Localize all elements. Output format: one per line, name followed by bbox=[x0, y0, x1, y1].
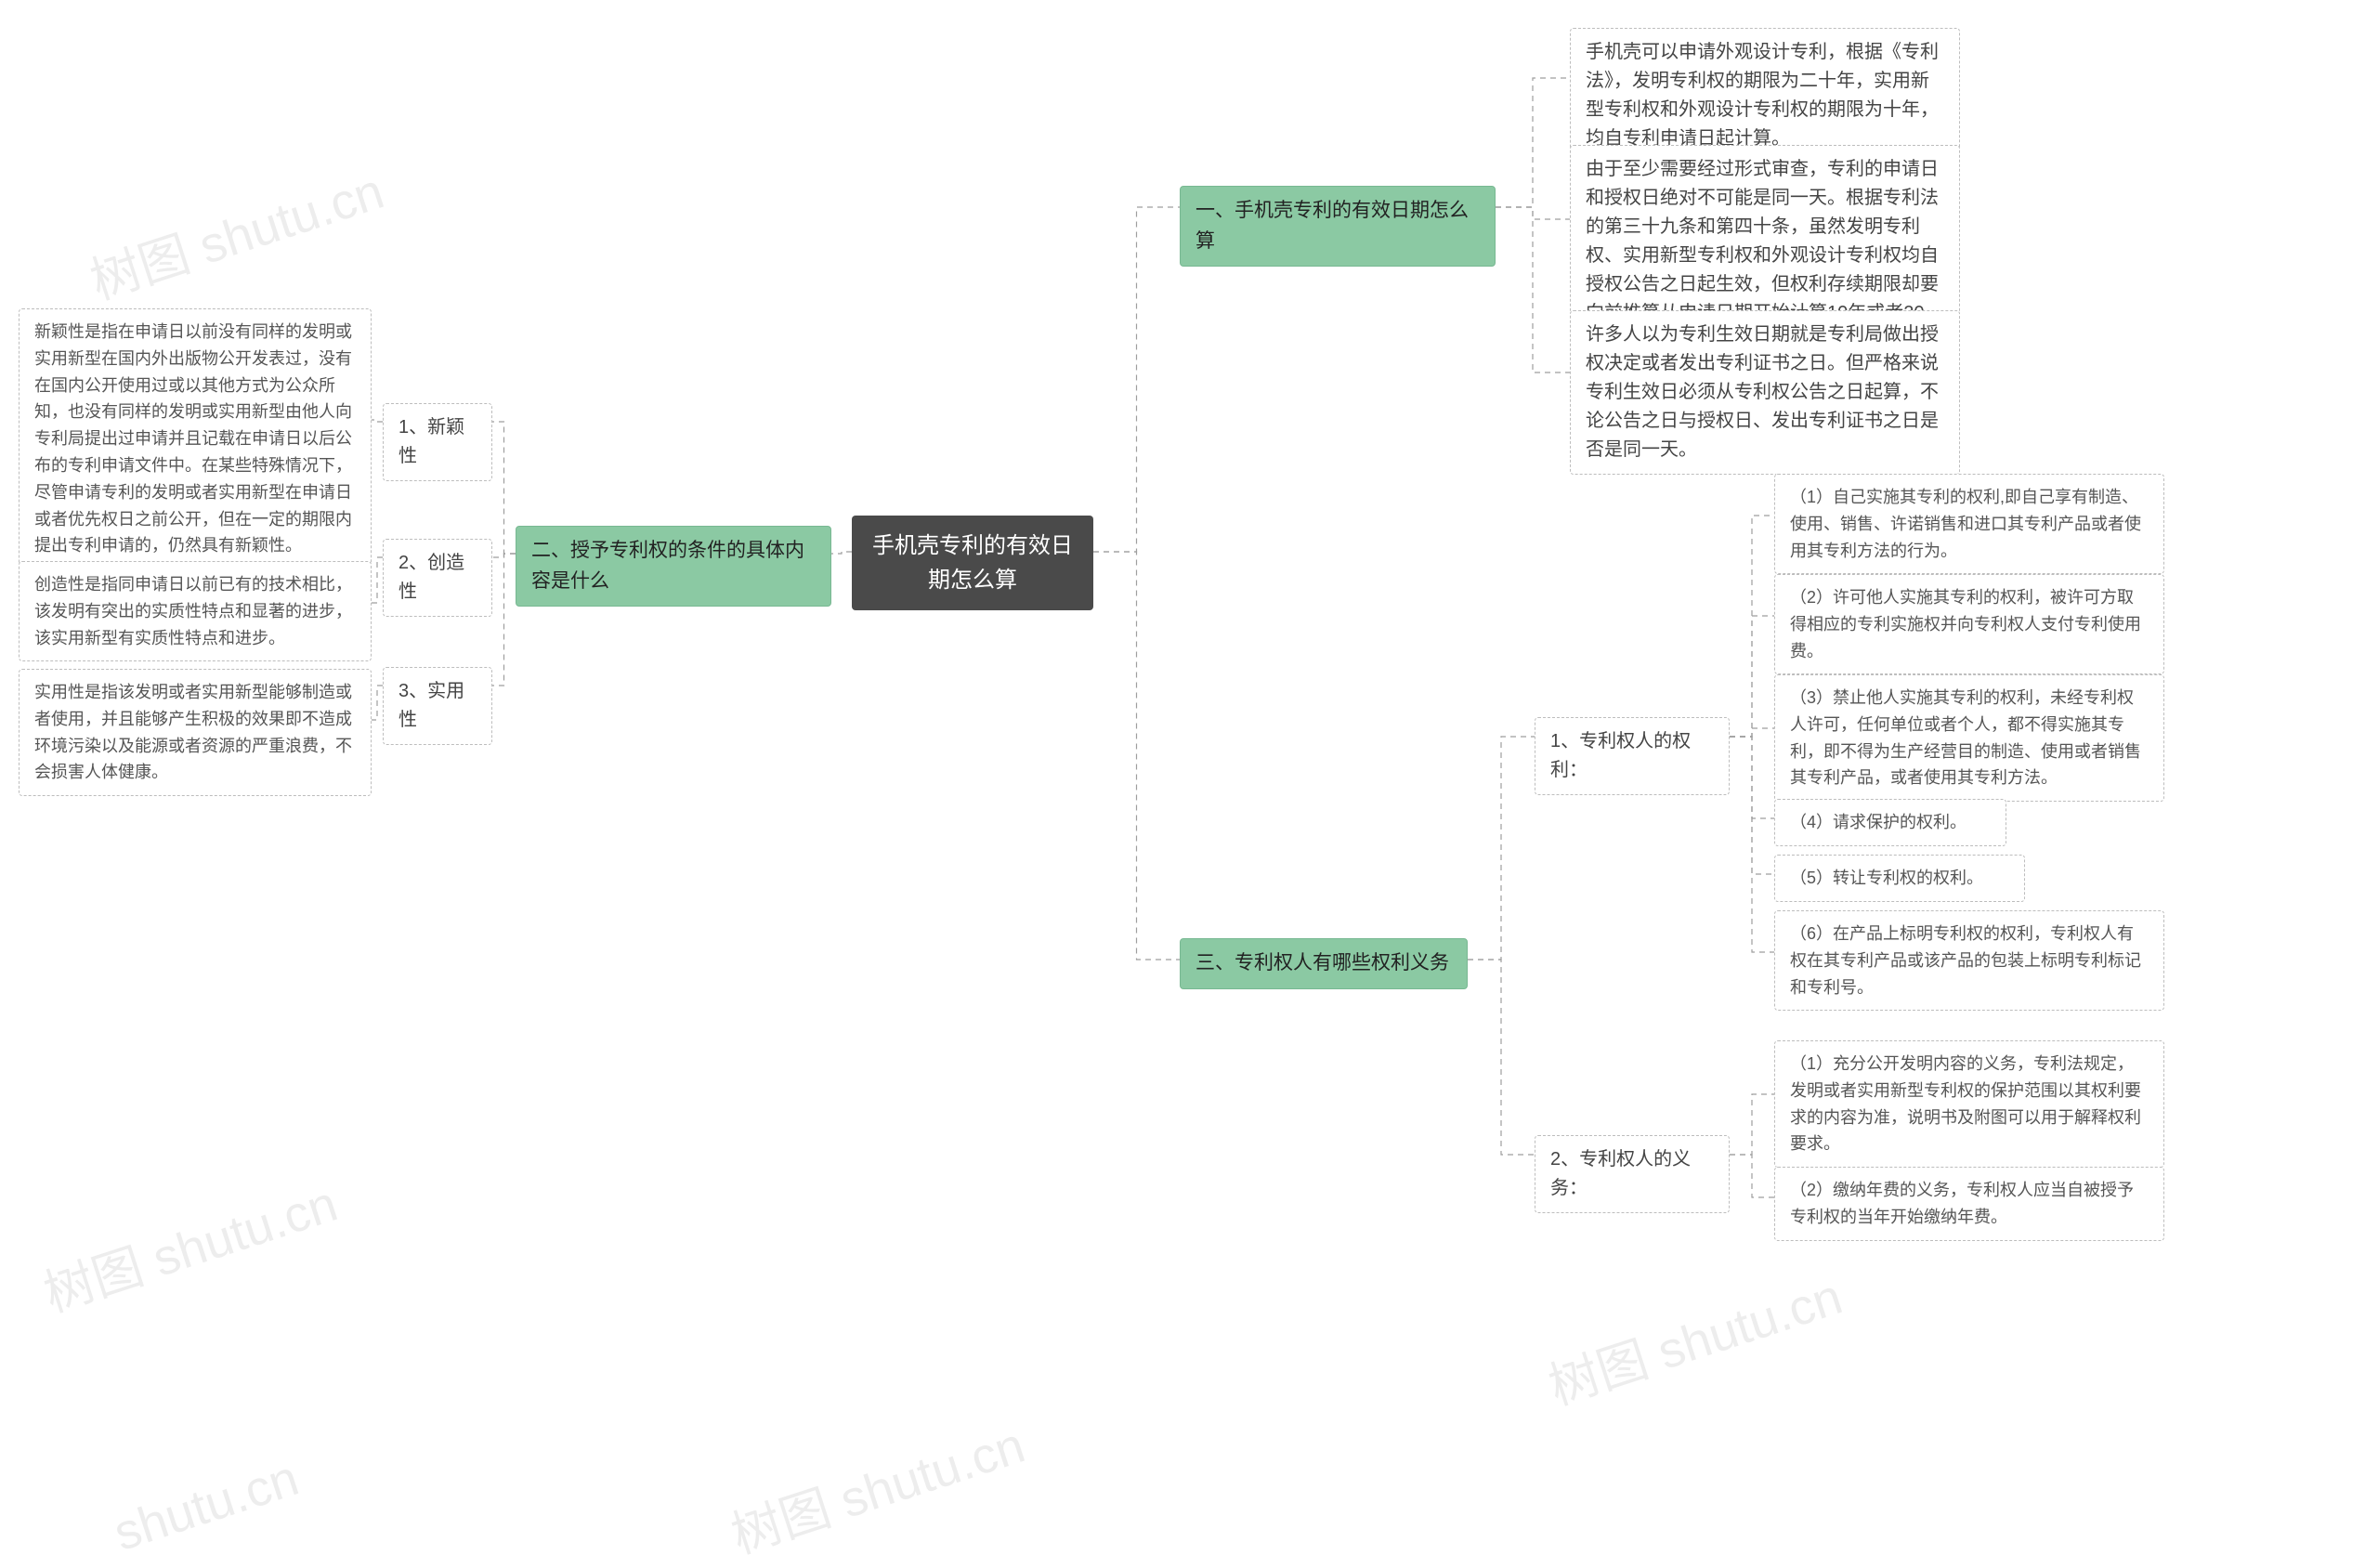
connector bbox=[492, 422, 516, 554]
connector bbox=[1468, 960, 1535, 1155]
watermark: 树图 shutu.cn bbox=[80, 150, 392, 313]
leaf-node: （1）充分公开发明内容的义务，专利法规定，发明或者实用新型专利权的保护范围以其权… bbox=[1774, 1040, 2164, 1168]
watermark: 树图 shutu.cn bbox=[1538, 1255, 1850, 1418]
root-label: 手机壳专利的有效日期怎么算 bbox=[872, 533, 1073, 593]
connector bbox=[1730, 737, 1774, 874]
leaf-node: （4）请求保护的权利。 bbox=[1774, 799, 2006, 846]
connector bbox=[1496, 78, 1570, 207]
connector bbox=[1730, 1094, 1774, 1155]
watermark: 树图 shutu.cn bbox=[721, 1404, 1033, 1567]
sub-node: 2、专利权人的义务： bbox=[1535, 1135, 1730, 1213]
branch-node: 三、专利权人有哪些权利义务 bbox=[1180, 938, 1468, 989]
connector bbox=[372, 420, 383, 422]
leaf-node: （3）禁止他人实施其专利的权利，未经专利权人许可，任何单位或者个人，都不得实施其… bbox=[1774, 674, 2164, 802]
connector bbox=[1730, 728, 1774, 737]
connector bbox=[1496, 207, 1570, 372]
leaf-node: （1）自己实施其专利的权利,即自己享有制造、使用、销售、许诺销售和进口其专利产品… bbox=[1774, 474, 2164, 574]
sub-node: 1、新颖性 bbox=[383, 403, 492, 481]
watermark: 树图 shutu.cn bbox=[33, 1162, 346, 1326]
connector bbox=[1730, 516, 1774, 737]
connector bbox=[492, 554, 516, 686]
connector bbox=[372, 557, 383, 603]
sub-node: 1、专利权人的权利： bbox=[1535, 717, 1730, 795]
sub-node: 许多人以为专利生效日期就是专利局做出授权决定或者发出专利证书之日。但严格来说专利… bbox=[1570, 310, 1960, 475]
connector bbox=[1730, 737, 1774, 952]
leaf-node: （6）在产品上标明专利权的权利，专利权人有权在其专利产品或该产品的包装上标明专利… bbox=[1774, 910, 2164, 1011]
connector bbox=[1730, 616, 1774, 737]
connector bbox=[1730, 1155, 1774, 1197]
leaf-node: 新颖性是指在申请日以前没有同样的发明或实用新型在国内外出版物公开发表过，没有在国… bbox=[19, 308, 372, 569]
connector bbox=[1730, 737, 1774, 818]
leaf-node: 实用性是指该发明或者实用新型能够制造或者使用，并且能够产生积极的效果即不造成环境… bbox=[19, 669, 372, 796]
branch-node: 二、授予专利权的条件的具体内容是什么 bbox=[516, 526, 831, 607]
connector bbox=[1093, 207, 1180, 552]
leaf-node: （5）转让专利权的权利。 bbox=[1774, 855, 2025, 902]
connector bbox=[1468, 737, 1535, 960]
sub-node: 3、实用性 bbox=[383, 667, 492, 745]
branch-node: 一、手机壳专利的有效日期怎么算 bbox=[1180, 186, 1496, 267]
connector bbox=[831, 552, 852, 554]
sub-node: 手机壳可以申请外观设计专利，根据《专利法》，发明专利权的期限为二十年，实用新型专… bbox=[1570, 28, 1960, 163]
root-node: 手机壳专利的有效日期怎么算 bbox=[852, 516, 1093, 610]
connector bbox=[1093, 552, 1180, 960]
connector bbox=[372, 686, 383, 720]
leaf-node: 创造性是指同申请日以前已有的技术相比，该发明有突出的实质性特点和显著的进步，该实… bbox=[19, 561, 372, 661]
connector bbox=[1496, 207, 1570, 219]
watermark: shutu.cn bbox=[107, 1449, 305, 1562]
leaf-node: （2）许可他人实施其专利的权利，被许可方取得相应的专利实施权并向专利权人支付专利… bbox=[1774, 574, 2164, 674]
leaf-node: （2）缴纳年费的义务，专利权人应当自被授予专利权的当年开始缴纳年费。 bbox=[1774, 1167, 2164, 1241]
connector bbox=[492, 554, 516, 557]
sub-node: 2、创造性 bbox=[383, 539, 492, 617]
